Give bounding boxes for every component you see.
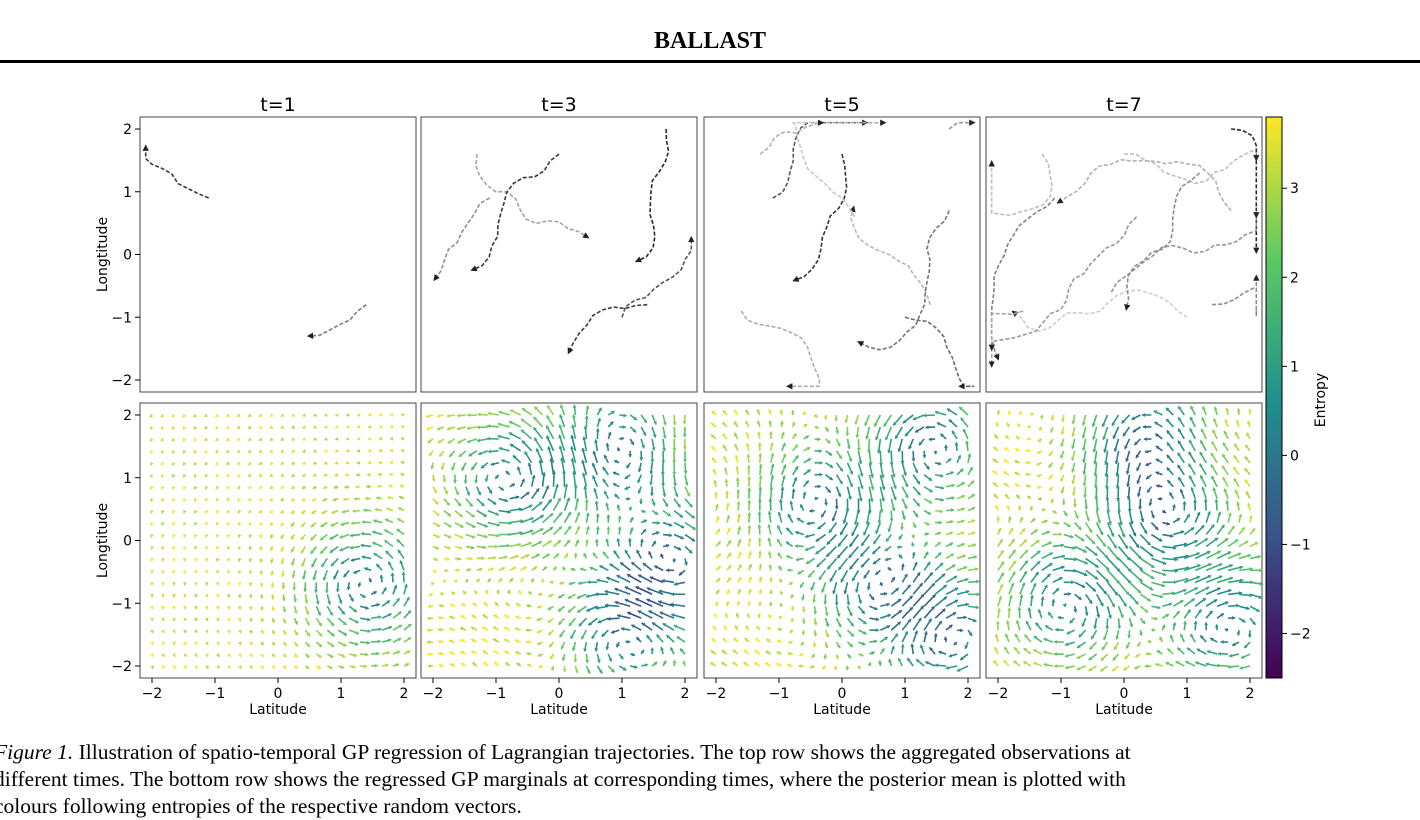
observations-panel-2: t=3 (421, 94, 697, 392)
x-tick-label: 1 (618, 686, 627, 702)
x-axis-label: Latitude (249, 702, 307, 718)
y-tick-label: −1 (111, 596, 132, 612)
x-tick-label: 0 (274, 686, 283, 702)
caption-line-2: different times. The bottom row shows th… (0, 766, 1420, 793)
observations-panel-3: t=5 (704, 94, 980, 392)
colorbar-tick-label: 0 (1290, 448, 1299, 464)
y-axis-label: Longtitude (95, 503, 111, 578)
x-tick-label: 0 (1120, 686, 1129, 702)
y-tick-label: −1 (111, 310, 132, 326)
colorbar-tick-label: −2 (1290, 626, 1311, 642)
caption-line-3: colours following entropies of the respe… (0, 793, 1420, 820)
x-tick-label: 2 (681, 686, 690, 702)
gp-mean-panel-2: −2 −1 0 1 2 Latitude (421, 403, 697, 718)
x-tick-label: 2 (400, 686, 409, 702)
y-tick-label: −2 (111, 659, 132, 675)
colorbar-tick-label: 1 (1290, 359, 1299, 375)
y-tick-label: 1 (123, 185, 132, 201)
x-axis-label: Latitude (530, 702, 588, 718)
panel-title: t=7 (1106, 94, 1141, 116)
y-tick-label: 0 (123, 248, 132, 264)
x-tick-label: 1 (1183, 686, 1192, 702)
observations-panel-4: t=7 (986, 94, 1262, 392)
x-tick-label: 1 (337, 686, 346, 702)
gp-mean-panel-1: 2 1 0 −1 −2 −2 −1 0 1 2 Latitude Longtitude (95, 403, 416, 718)
gp-mean-panel-4: −2 −1 0 1 2 Latitude (986, 403, 1263, 718)
y-tick-label: 2 (123, 408, 132, 424)
caption-line-1: Illustration of spatio-temporal GP regre… (79, 740, 1131, 764)
x-tick-label: 0 (838, 686, 847, 702)
colorbar-tick-label: −1 (1290, 537, 1311, 553)
x-tick-label: 2 (1246, 686, 1255, 702)
x-tick-label: −2 (988, 686, 1009, 702)
x-tick-label: −2 (142, 686, 163, 702)
x-tick-label: −1 (1051, 686, 1072, 702)
x-tick-label: 0 (555, 686, 564, 702)
x-tick-label: −1 (486, 686, 507, 702)
x-tick-label: −2 (706, 686, 727, 702)
caption-label: Figure 1. (0, 740, 73, 764)
panel-title: t=5 (824, 94, 859, 116)
colorbar-tick-label: 2 (1290, 270, 1299, 286)
x-axis-label: Latitude (813, 702, 871, 718)
x-tick-label: −1 (769, 686, 790, 702)
y-tick-label: −2 (111, 373, 132, 389)
colorbar-tick-label: 3 (1290, 181, 1299, 197)
figure-caption: Figure 1. Illustration of spatio-tempora… (0, 739, 1420, 820)
colorbar-label: Entropy (1313, 373, 1329, 427)
y-tick-label: 2 (123, 122, 132, 138)
y-axis-label: Longtitude (95, 217, 111, 292)
observations-panel-1: 2 1 0 −1 −2 t=1 Longtitude (95, 94, 416, 392)
panel-title: t=1 (260, 94, 295, 116)
panel-title: t=3 (541, 94, 576, 116)
colorbar: 3 2 1 0 −1 −2 Entropy (1266, 117, 1329, 678)
x-tick-label: 2 (964, 686, 973, 702)
x-axis-label: Latitude (1095, 702, 1153, 718)
gp-mean-panel-3: −2 −1 0 1 2 Latitude (704, 403, 980, 718)
x-tick-label: 1 (901, 686, 910, 702)
x-tick-label: −1 (205, 686, 226, 702)
y-tick-label: 0 (123, 534, 132, 550)
y-tick-label: 1 (123, 471, 132, 487)
figure-1: 2 1 0 −1 −2 t=1 Longtitude 2 1 0 −1 −2 −2 −1 0 1 2 Latitu… (0, 0, 1420, 735)
x-tick-label: −2 (423, 686, 444, 702)
